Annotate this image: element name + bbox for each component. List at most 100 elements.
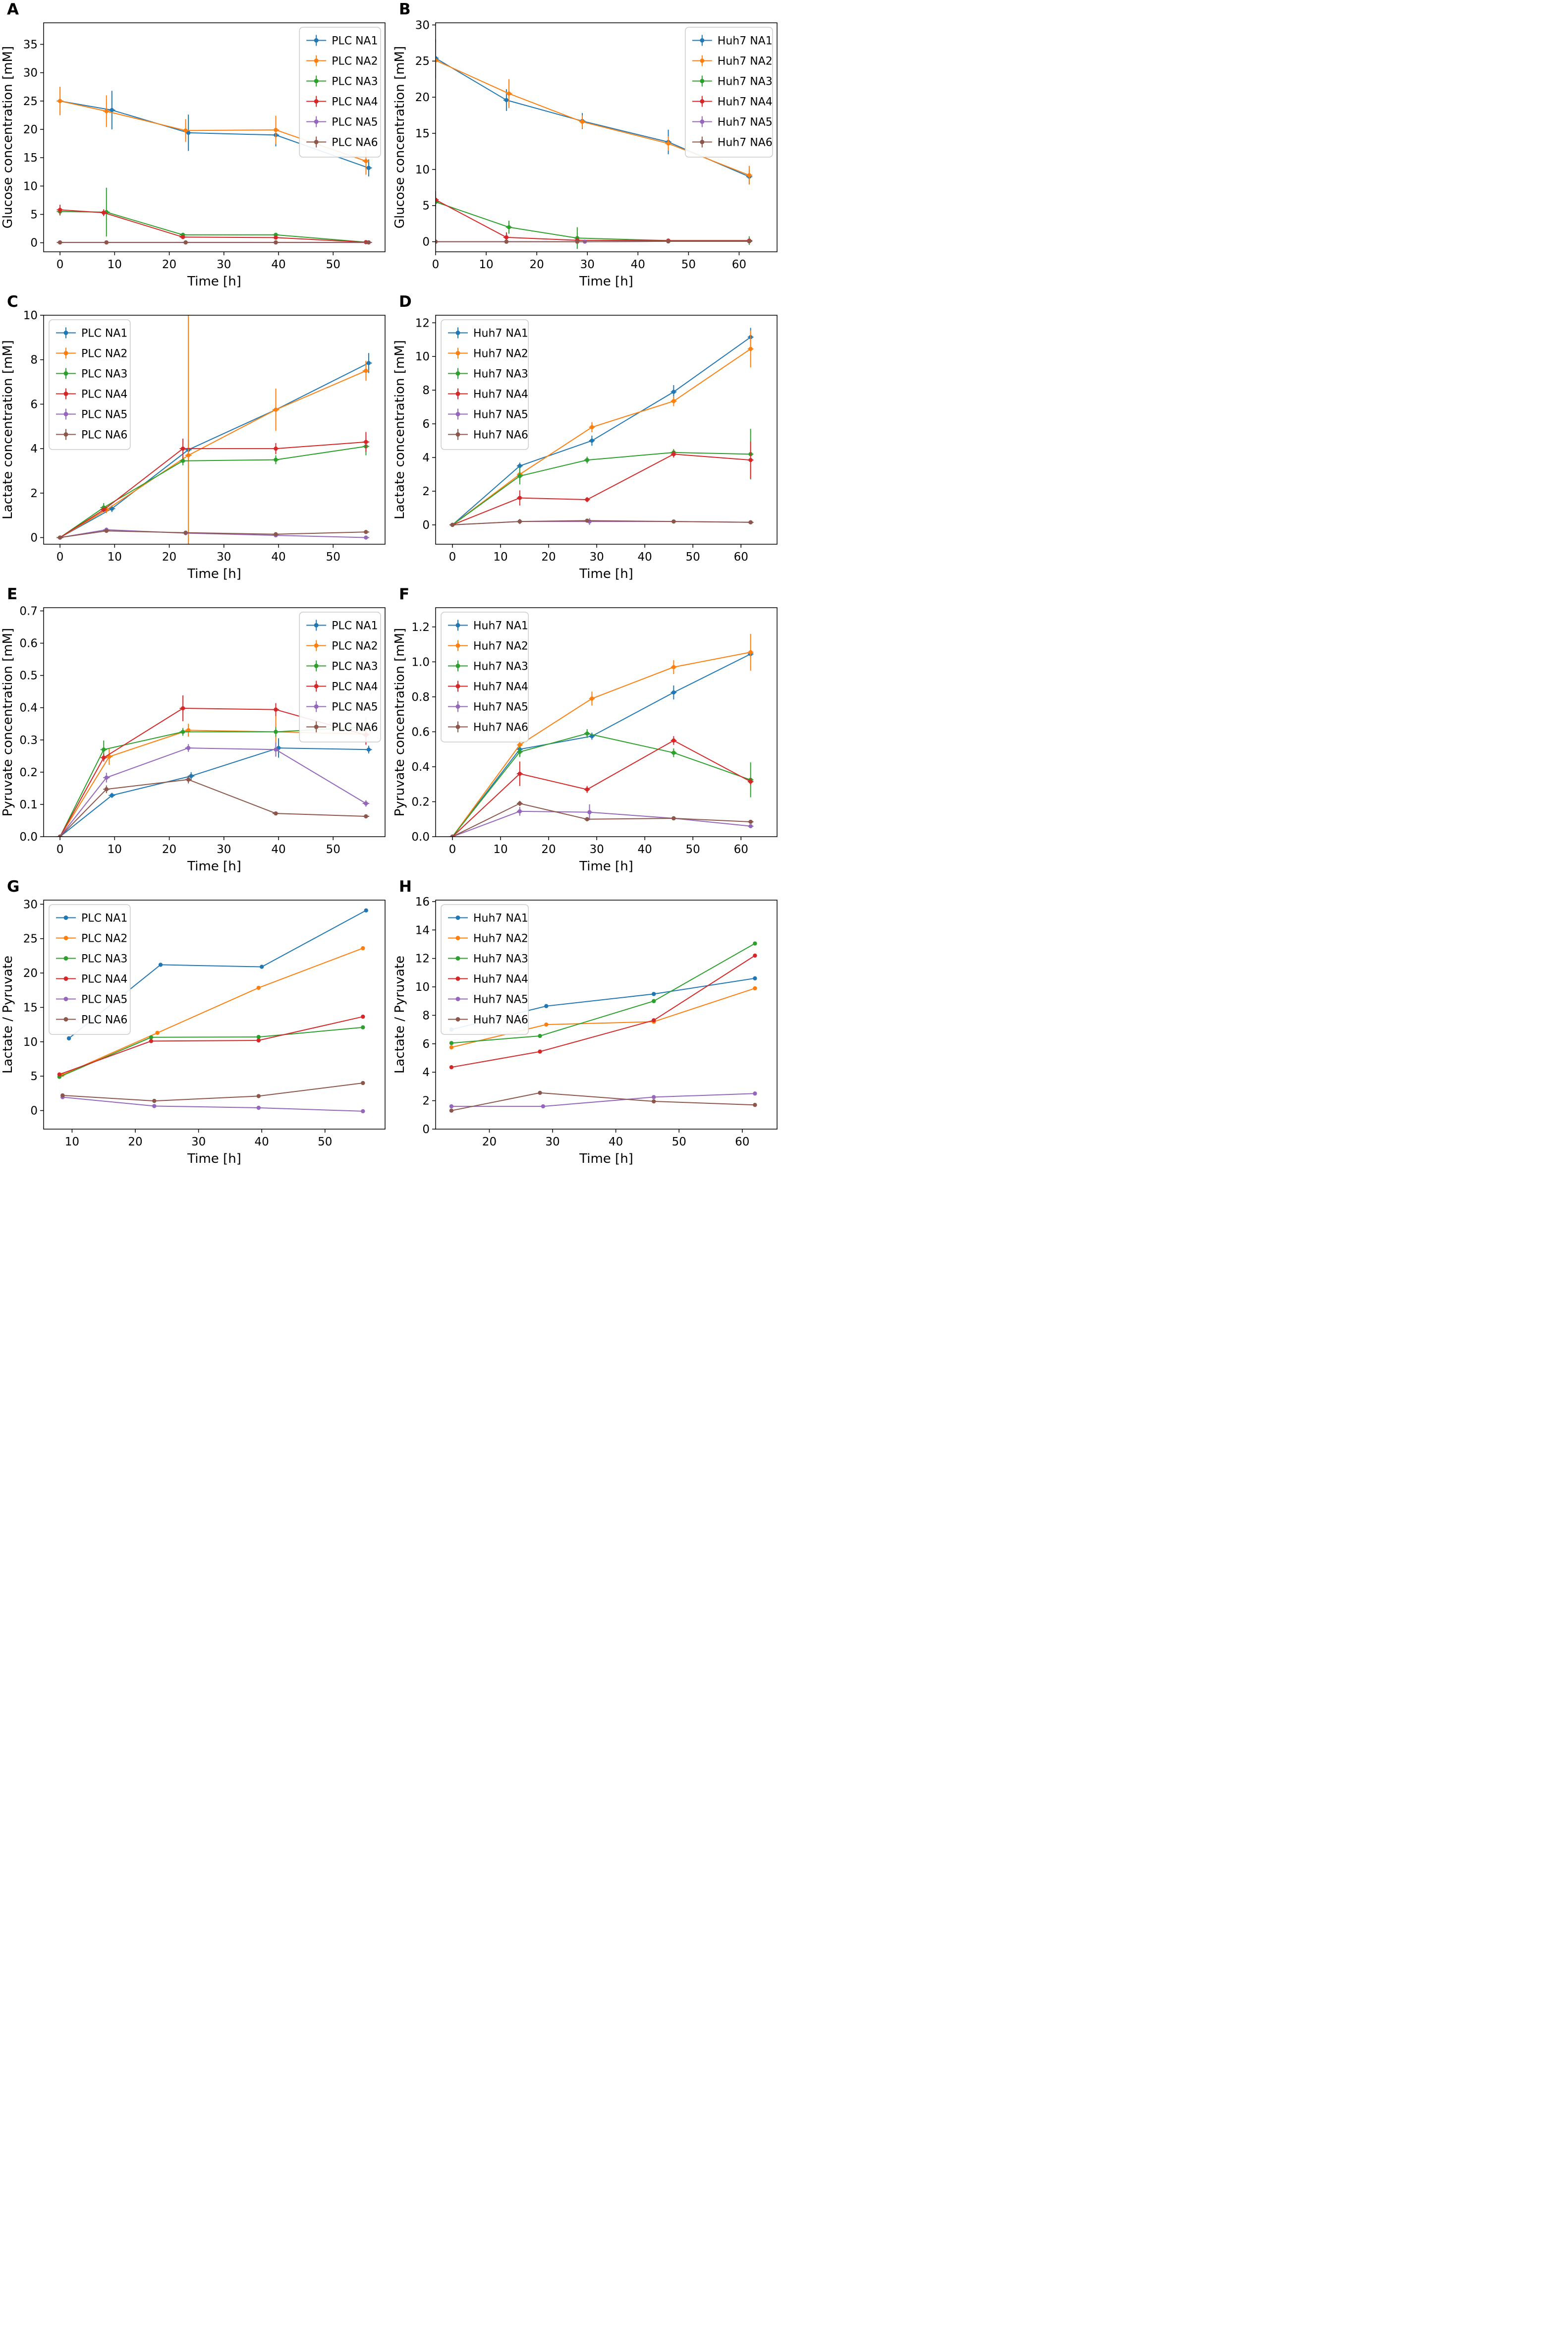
x-axis-label: Time [h] [579,274,633,289]
series-plc-na2 [56,87,370,175]
svg-text:20: 20 [162,551,176,564]
svg-text:0: 0 [449,551,456,564]
svg-text:20: 20 [541,843,556,856]
svg-text:6: 6 [422,1038,430,1051]
panel-d-lactate-huh7-chart: 0 10 20 30 40 50 60 0 2 4 6 8 10 12 Time [h] Lactate co… [392,315,778,581]
series-huh7-na6 [449,1090,757,1113]
svg-text:Huh7 NA2: Huh7 NA2 [473,640,528,653]
series-plc-na6 [60,1081,365,1103]
svg-text:10: 10 [23,180,38,193]
svg-text:0.0: 0.0 [411,831,430,844]
svg-text:PLC NA2: PLC NA2 [332,56,378,68]
svg-text:PLC NA1: PLC NA1 [81,913,127,925]
legend: PLC NA1 PLC NA2 PLC NA3 PLC NA4 PLC NA5 PLC N… [49,904,131,1035]
svg-text:Huh7 NA6: Huh7 NA6 [473,722,528,734]
legend: PLC NA1 PLC NA2 PLC NA3 PLC NA4 PLC NA5 PLC N… [299,612,381,742]
svg-text:8: 8 [422,384,430,397]
svg-text:Huh7 NA6: Huh7 NA6 [473,1014,528,1027]
svg-text:0: 0 [30,237,38,250]
y-axis-label: Glucose concentration [mM] [392,46,407,228]
panel-g-ratio-plc-chart: 10 20 30 40 50 0 5 10 15 20 25 30 Time [h] Lactate / … [0,898,386,1166]
svg-text:0.5: 0.5 [19,670,38,683]
svg-text:Huh7 NA5: Huh7 NA5 [473,994,528,1006]
panel-b-label: B [399,0,411,18]
svg-text:0.8: 0.8 [411,691,430,704]
svg-text:40: 40 [255,1136,269,1148]
svg-text:PLC NA5: PLC NA5 [332,116,378,129]
svg-text:Huh7 NA2: Huh7 NA2 [473,933,528,945]
svg-text:2: 2 [422,1095,430,1108]
svg-text:PLC NA6: PLC NA6 [81,429,127,442]
series-plc-na4 [56,205,370,244]
svg-text:0: 0 [422,236,430,249]
panel-h-ratio-huh7-chart: 20 30 40 50 60 0 2 4 6 8 10 12 14 16 Time [h] Lactate /… [392,896,778,1166]
svg-text:PLC NA5: PLC NA5 [81,994,127,1006]
svg-text:PLC NA1: PLC NA1 [81,328,127,340]
svg-text:0.6: 0.6 [411,726,430,739]
svg-text:20: 20 [415,91,430,104]
svg-text:10: 10 [415,164,430,176]
series-huh7-na5 [449,804,754,837]
svg-text:12: 12 [415,953,430,966]
legend: PLC NA1 PLC NA2 PLC NA3 PLC NA4 PLC NA5 PLC N… [49,319,131,450]
svg-text:30: 30 [589,551,604,564]
series-plc-na6 [56,776,370,837]
svg-text:5: 5 [30,1070,38,1083]
legend: Huh7 NA1 Huh7 NA2 Huh7 NA3 Huh7 NA4 Huh7 NA5… [441,319,529,450]
series-huh7-na4 [449,736,754,837]
svg-text:Huh7 NA4: Huh7 NA4 [473,681,528,693]
svg-text:50: 50 [318,1136,332,1148]
svg-text:Huh7 NA4: Huh7 NA4 [473,973,528,986]
svg-text:20: 20 [541,551,556,564]
svg-text:2: 2 [422,485,430,498]
svg-text:10: 10 [108,258,122,271]
svg-text:25: 25 [415,55,430,68]
svg-text:0.0: 0.0 [19,831,38,844]
svg-text:10: 10 [108,843,122,856]
svg-text:0: 0 [449,843,456,856]
svg-text:20: 20 [162,258,176,271]
svg-text:PLC NA3: PLC NA3 [81,368,127,381]
svg-text:60: 60 [735,1136,749,1148]
svg-text:60: 60 [734,843,748,856]
svg-text:5: 5 [422,200,430,213]
svg-text:PLC NA1: PLC NA1 [332,620,378,632]
plot-area [56,315,372,544]
svg-text:Huh7 NA6: Huh7 NA6 [718,137,773,149]
panel-c-label: C [7,293,18,311]
svg-text:16: 16 [415,896,430,909]
svg-text:30: 30 [580,258,595,271]
svg-text:25: 25 [23,95,38,108]
svg-text:50: 50 [681,258,696,271]
panel-g: G 10 20 30 40 50 0 5 10 15 20 25 30 Time [h] Lactate … [0,877,392,1170]
svg-text:PLC NA4: PLC NA4 [332,96,378,109]
svg-text:0: 0 [422,1123,430,1136]
panel-e: E 0 10 20 30 40 50 0.0 0.1 0.2 0.3 0.4 0.5 0.6 0.7 Tim… [0,585,392,877]
svg-text:25: 25 [23,933,38,946]
svg-text:PLC NA6: PLC NA6 [332,137,378,149]
y-axis-label: Glucose concentration [mM] [0,46,15,228]
svg-text:Huh7 NA1: Huh7 NA1 [473,620,528,632]
plot-area [57,908,368,1114]
svg-text:0.4: 0.4 [411,761,430,774]
svg-text:12: 12 [415,317,430,330]
x-axis-label: Time [h] [579,1151,633,1166]
panel-b-glucose-huh7-chart: 0 10 20 30 40 50 60 0 5 10 15 20 25 30 Time [h] Glucose… [392,19,778,289]
svg-text:PLC NA2: PLC NA2 [332,640,378,653]
svg-text:10: 10 [65,1136,79,1148]
svg-text:0: 0 [30,532,38,545]
panel-h: H 20 30 40 50 60 0 2 4 6 8 10 12 14 16 Time [h] Lactate… [392,877,784,1170]
svg-text:14: 14 [415,924,430,937]
svg-text:Huh7 NA5: Huh7 NA5 [473,409,528,421]
series-plc-na4 [57,1014,365,1077]
svg-text:30: 30 [589,843,604,856]
svg-text:4: 4 [30,443,38,456]
series-huh7-na3 [449,941,757,1045]
metabolite-figure-grid: A 0 10 20 30 40 50 0 5 10 15 20 25 30 35 Time [h] Gluco… [0,0,784,1170]
legend: Huh7 NA1 Huh7 NA2 Huh7 NA3 Huh7 NA4 Huh7 NA5… [441,612,529,742]
x-axis-label: Time [h] [187,1151,241,1166]
series-huh7-na3 [449,729,754,837]
svg-text:PLC NA6: PLC NA6 [81,1014,127,1027]
svg-text:0: 0 [432,258,440,271]
svg-text:0.4: 0.4 [19,702,38,715]
